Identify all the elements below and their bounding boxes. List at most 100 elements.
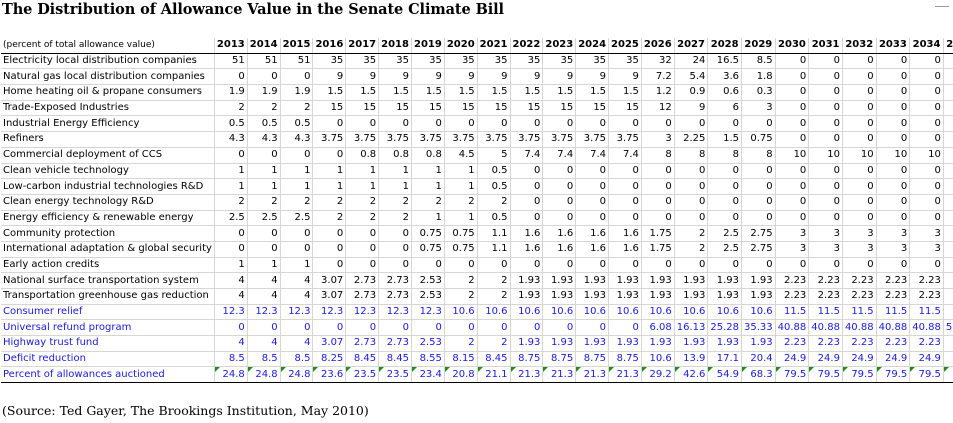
table-cell: 16.5 bbox=[707, 53, 743, 70]
table-cell: 2 bbox=[444, 335, 478, 352]
table-cell: 1 bbox=[444, 178, 478, 195]
table-cell: 15 bbox=[477, 100, 511, 117]
year-header: 2035 bbox=[943, 38, 953, 54]
year-header: 2031 bbox=[808, 38, 843, 54]
table-cell: 2.23 bbox=[909, 288, 944, 305]
table-cell: 35 bbox=[575, 53, 610, 70]
table-cell: 0 bbox=[943, 163, 953, 180]
table-cell: 23.5 bbox=[378, 366, 412, 384]
table-row: Energy efficiency & renewable energy 2.5 2… bbox=[1, 210, 953, 227]
table-cell: 8 bbox=[641, 147, 675, 164]
table-cell: 0 bbox=[345, 115, 380, 133]
table-cell: 2 bbox=[411, 194, 445, 211]
table-cell: 0 bbox=[378, 257, 412, 274]
table-cell: 0 bbox=[943, 68, 953, 86]
table-cell: 2 bbox=[477, 288, 511, 305]
row-label: International adaptation & global securi… bbox=[1, 241, 215, 258]
table-cell: 0 bbox=[909, 210, 944, 227]
row-label: Universal refund program bbox=[1, 319, 215, 337]
table-cell: 2 bbox=[312, 210, 347, 227]
table-cell: 2.23 bbox=[876, 335, 911, 352]
table-cell: 8 bbox=[674, 147, 709, 164]
row-label: Early action credits bbox=[1, 257, 215, 274]
table-cell: 0.5 bbox=[247, 115, 281, 133]
table-cell: 2 bbox=[378, 194, 412, 211]
table-cell: 0 bbox=[943, 194, 953, 211]
year-header: 2033 bbox=[876, 38, 911, 54]
table-cell: 0 bbox=[943, 288, 953, 305]
table-cell: 0 bbox=[214, 225, 248, 242]
table-row: Electricity local distribution companies… bbox=[1, 53, 953, 70]
table-cell: 21.3 bbox=[510, 366, 544, 384]
table-cell: 1.93 bbox=[741, 288, 776, 305]
table-cell: 8.45 bbox=[477, 351, 511, 368]
table-cell: 35 bbox=[542, 53, 577, 70]
allowance-table: (percent of total allowance value) 2013 2… bbox=[1, 38, 953, 384]
table-row: Transportation greenhouse gas reduction 4… bbox=[1, 288, 953, 305]
table-cell: 0 bbox=[214, 147, 248, 164]
table-cell: 40.88 bbox=[909, 319, 944, 337]
table-row: Low-carbon industrial technologies R&D 1 1… bbox=[1, 178, 953, 195]
table-cell: 24.9 bbox=[842, 351, 877, 368]
table-cell: 1.75 bbox=[641, 241, 675, 258]
table-cell: 2.73 bbox=[378, 288, 412, 305]
table-cell: 9 bbox=[345, 68, 380, 86]
table-cell: 2 bbox=[477, 272, 511, 289]
table-cell: 8.5 bbox=[247, 351, 281, 368]
table-cell: 0 bbox=[411, 115, 445, 133]
table-row: Community protection 0 0 0 0 0 0 0.75 0.75 1.1 1.6… bbox=[1, 225, 953, 242]
table-cell: 24.8 bbox=[214, 366, 248, 384]
table-cell: 4 bbox=[280, 272, 314, 289]
table-cell: 0 bbox=[510, 178, 544, 195]
table-cell: 2.53 bbox=[411, 288, 445, 305]
table-cell: 0 bbox=[943, 147, 953, 164]
table-cell: 3 bbox=[641, 131, 675, 148]
table-cell: 0 bbox=[641, 194, 675, 211]
table-cell: 11.5 bbox=[909, 304, 944, 321]
table-cell: 2.73 bbox=[345, 272, 380, 289]
table-cell: 0 bbox=[641, 115, 675, 133]
row-label: Clean energy technology R&D bbox=[1, 194, 215, 211]
table-header-row: (percent of total allowance value) 2013 2… bbox=[1, 38, 953, 54]
table-cell: 8.5 bbox=[280, 351, 314, 368]
table-cell: 3.75 bbox=[378, 131, 412, 148]
page-title: The Distribution of Allowance Value in t… bbox=[2, 1, 504, 18]
table-cell: 8.75 bbox=[608, 351, 642, 368]
table-cell: 0 bbox=[842, 194, 877, 211]
table-header-label: (percent of total allowance value) bbox=[1, 38, 215, 54]
table-cell: 12.3 bbox=[378, 304, 412, 321]
table-cell: 3.07 bbox=[312, 288, 347, 305]
table-cell: 15 bbox=[411, 100, 445, 117]
table-cell: 1 bbox=[247, 163, 281, 180]
table-cell: 1 bbox=[280, 163, 314, 180]
table-body: Electricity local distribution companies… bbox=[1, 53, 953, 384]
table-cell: 0 bbox=[707, 163, 743, 180]
table-cell: 0 bbox=[608, 257, 642, 274]
table-cell: 0 bbox=[312, 147, 347, 164]
table-cell: 0.9 bbox=[674, 84, 709, 101]
table-cell: 0 bbox=[608, 194, 642, 211]
table-cell: 35 bbox=[510, 53, 544, 70]
table-cell: 0 bbox=[641, 163, 675, 180]
table-cell: 79.5 bbox=[909, 366, 944, 384]
table-cell: 24.9 bbox=[876, 351, 911, 368]
table-cell: 0 bbox=[312, 319, 347, 337]
table-cell: 6.08 bbox=[641, 319, 675, 337]
table-cell: 2.23 bbox=[775, 335, 810, 352]
table-cell: 0 bbox=[411, 257, 445, 274]
table-cell: 3.75 bbox=[575, 131, 610, 148]
table-row: Early action credits 1 1 1 0 0 0 0 0 0 0 0 0 0 0 0 0 0 0 0 0… bbox=[1, 257, 953, 274]
table-cell: 0 bbox=[575, 178, 610, 195]
table-cell: 3.75 bbox=[345, 131, 380, 148]
table-cell: 0 bbox=[608, 163, 642, 180]
table-cell: 0 bbox=[641, 210, 675, 227]
year-header: 2021 bbox=[477, 38, 511, 54]
table-cell: 0 bbox=[575, 194, 610, 211]
table-cell: 1.5 bbox=[411, 84, 445, 101]
table-row: International adaptation & global securi… bbox=[1, 241, 953, 258]
table-cell: 0 bbox=[345, 319, 380, 337]
table-cell: 0 bbox=[510, 194, 544, 211]
table-cell: 79.5 bbox=[808, 366, 843, 384]
table-cell: 1.93 bbox=[608, 335, 642, 352]
year-header: 2024 bbox=[575, 38, 610, 54]
